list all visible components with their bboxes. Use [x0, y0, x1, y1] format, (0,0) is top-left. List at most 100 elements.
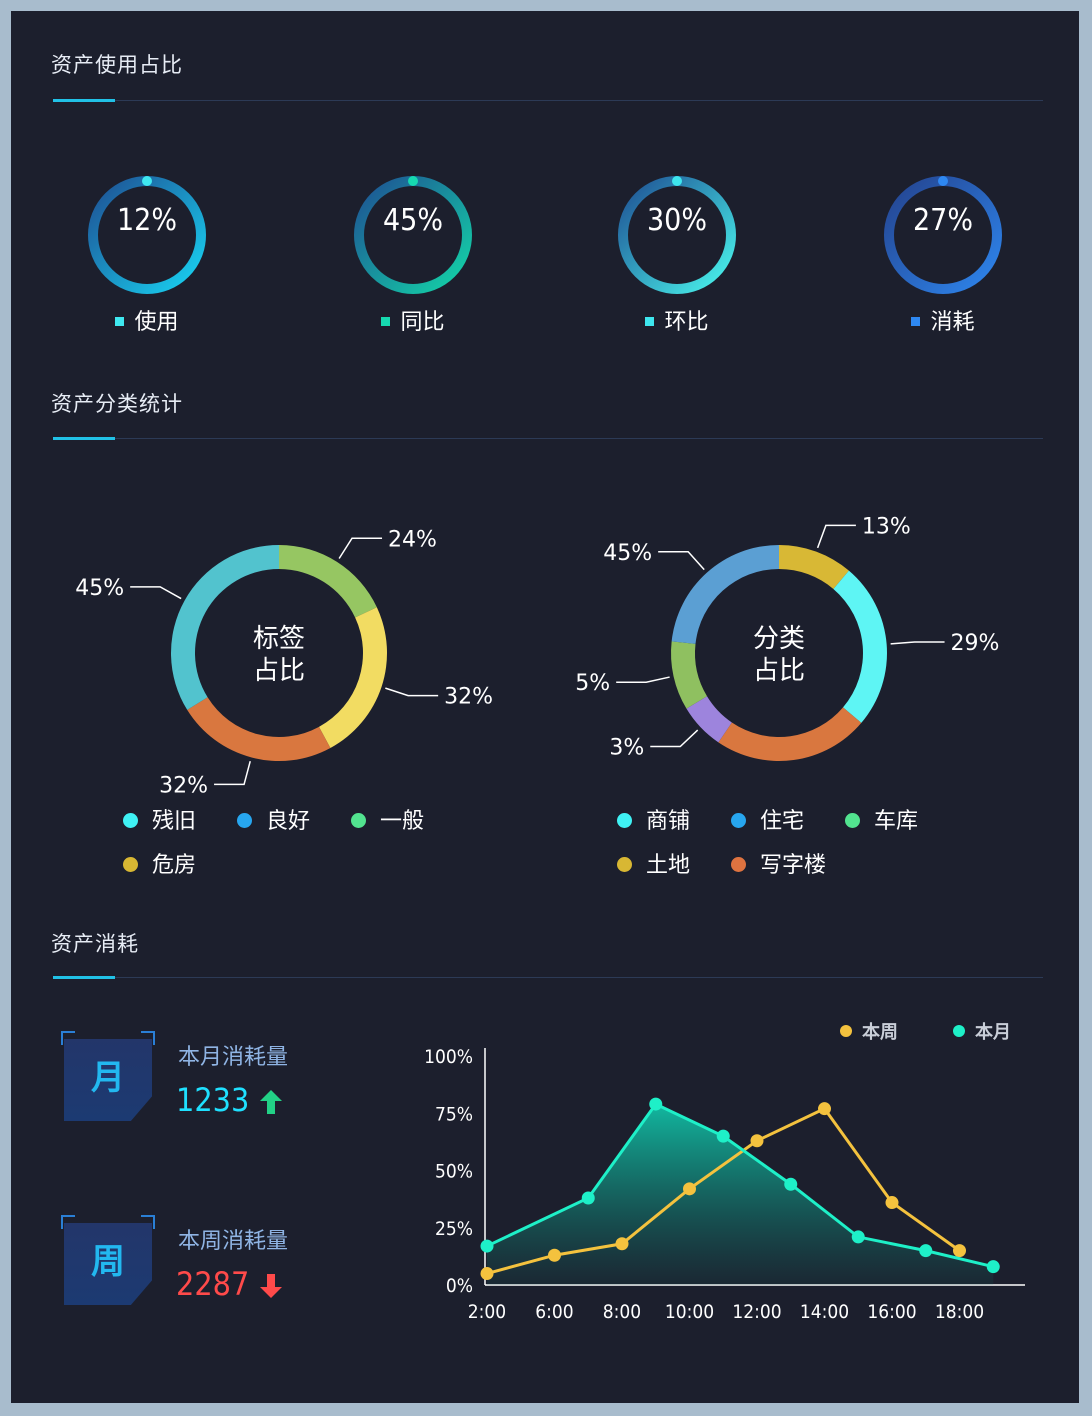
series-point: [480, 1239, 494, 1253]
slice-label: 5%: [575, 671, 610, 696]
legend-item: 良好: [237, 803, 310, 835]
x-tick-label: 16:00: [867, 1301, 916, 1323]
series-line: [486, 1102, 994, 1269]
legend-item: 写字楼: [731, 847, 826, 879]
x-tick-label: 12:00: [732, 1301, 781, 1323]
badge-background: [64, 1039, 152, 1121]
badge-week: 周: [61, 1215, 155, 1307]
section-title-category: 资产分类统计: [51, 392, 183, 416]
legend-label: 住宅: [760, 809, 805, 834]
dashboard-panel: 资产使用占比 12% 使用 45% 同比 30% 环比: [11, 11, 1079, 1403]
legend-label: 本月: [975, 1021, 1011, 1043]
legend-dot-icon: [123, 856, 138, 872]
donut-center-label: 分类: [753, 624, 805, 654]
arrow-down-icon: [260, 1274, 282, 1298]
series-point: [851, 1230, 865, 1244]
gauge-marker: [938, 176, 948, 186]
legend-item: 住宅: [731, 803, 804, 835]
gauge-marker: [672, 176, 682, 186]
gauge-value: 30%: [647, 203, 707, 238]
gauge-label: 同比: [333, 304, 493, 336]
gauge-ring: [618, 176, 736, 294]
gauge-mom: 30% 环比: [597, 161, 757, 351]
legend-label: 商铺: [646, 809, 691, 834]
legend-label: 残旧: [152, 809, 197, 834]
donut-center-label: 占比: [753, 656, 805, 686]
series-point: [480, 1267, 494, 1281]
legend-dot-icon: [617, 812, 632, 828]
x-tick-label: 14:00: [800, 1301, 849, 1323]
corner-bracket: [61, 1031, 75, 1045]
series-point: [986, 1260, 1000, 1274]
legend-dot-icon: [123, 812, 138, 828]
slice-label: 45%: [75, 576, 124, 601]
series-point: [750, 1134, 764, 1148]
corner-bracket: [141, 1215, 155, 1229]
section-divider: [53, 976, 1043, 979]
legend-item: 车库: [845, 803, 918, 835]
gauge-ring: [88, 176, 206, 294]
legend-dot-icon: [953, 1025, 965, 1037]
stat-month: 月 本月消耗量 1233: [61, 1031, 361, 1131]
stat-value: 1233: [176, 1081, 250, 1119]
gauge-label: 使用: [67, 304, 227, 336]
donut-slice: [779, 545, 849, 589]
legend-dot-icon: [617, 856, 632, 872]
donut-slice: [171, 545, 279, 710]
donut-slice: [671, 545, 779, 644]
section-divider: [53, 99, 1043, 102]
series-point: [784, 1177, 798, 1191]
y-tick-label: 0%: [446, 1275, 473, 1297]
series-point: [615, 1237, 629, 1251]
x-tick-label: 8:00: [603, 1301, 641, 1323]
label-leader-line: [650, 729, 699, 748]
slice-label: 13%: [862, 514, 911, 539]
legend-dot-icon: [731, 812, 746, 828]
badge-background: [64, 1223, 152, 1305]
y-tick-label: 50%: [435, 1161, 473, 1183]
donut-slice: [833, 570, 887, 723]
donut-slice: [686, 696, 732, 743]
y-tick-label: 100%: [424, 1046, 473, 1068]
legend-label: 一般: [380, 809, 425, 834]
x-tick-label: 10:00: [665, 1301, 714, 1323]
legend-dot-icon: [237, 812, 252, 828]
section-title-usage: 资产使用占比: [51, 53, 183, 77]
legend-item: 商铺: [617, 803, 690, 835]
legend-label: 土地: [646, 853, 691, 878]
y-tick-label: 25%: [435, 1218, 473, 1240]
legend-item: 土地: [617, 847, 690, 879]
stat-value: 2287: [176, 1265, 250, 1303]
label-leader-line: [658, 551, 705, 571]
gauge-label: 环比: [597, 304, 757, 336]
donut-center-label: 标签: [253, 624, 305, 654]
donut-center-label: 占比: [253, 656, 305, 686]
legend-label: 良好: [266, 809, 311, 834]
series-point: [919, 1244, 933, 1258]
legend-dot-icon: [845, 812, 860, 828]
donut-slice: [718, 707, 862, 761]
badge-month: 月: [61, 1031, 155, 1123]
label-leader-line: [816, 524, 856, 549]
stat-title: 本月消耗量: [178, 1045, 289, 1070]
legend-label: 写字楼: [760, 853, 827, 878]
legend-square-icon: [645, 316, 655, 326]
slice-label: 32%: [159, 773, 208, 798]
legend-square-icon: [115, 316, 125, 326]
gauge-marker: [142, 176, 152, 186]
gauge-marker: [408, 176, 418, 186]
slice-label: 29%: [951, 631, 1000, 656]
badge-text: 月: [91, 1058, 125, 1098]
series-line: [486, 1106, 961, 1275]
legend-square-icon: [381, 316, 391, 326]
line-chart-consumption: 0% 25% 50% 75% 100% 2:00 6:00 8:00 10:00 12:00 14:…: [424, 1021, 1025, 1323]
donut-slice: [671, 641, 708, 709]
section-divider: [53, 437, 1043, 440]
gauge-label: 消耗: [863, 304, 1023, 336]
series-point: [885, 1196, 899, 1210]
section-title-consumption: 资产消耗: [51, 932, 139, 956]
label-leader-line: [338, 537, 383, 559]
corner-bracket: [61, 1215, 75, 1229]
